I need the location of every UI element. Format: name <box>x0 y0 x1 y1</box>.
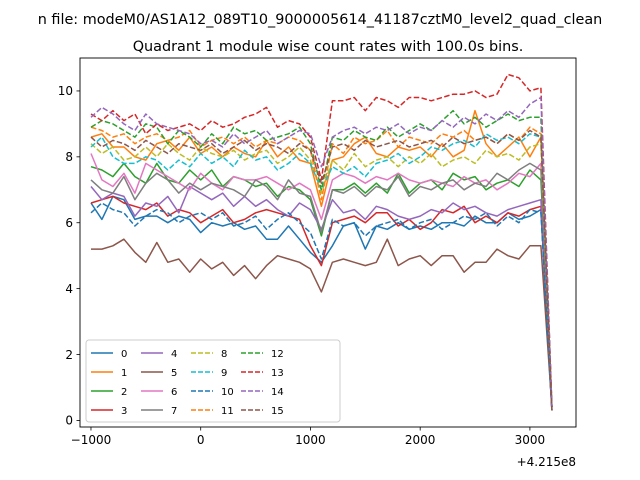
chart-title: Quadrant 1 module wise count rates with … <box>133 39 524 55</box>
series-line-3 <box>90 195 553 411</box>
legend-label-0: 0 <box>121 349 127 360</box>
legend-label-2: 2 <box>121 387 127 398</box>
x-tick-label: 3000 <box>515 433 546 447</box>
figure-suptitle: n file: modeM0/AS1A12_089T10_9000005614_… <box>38 12 603 28</box>
y-tick-label: 0 <box>65 414 73 428</box>
series-line-14 <box>90 96 553 408</box>
series-line-10 <box>90 202 553 411</box>
legend-label-7: 7 <box>171 406 177 417</box>
x-tick-label: 0 <box>197 433 205 447</box>
legend-label-14: 14 <box>271 387 284 398</box>
x-tick-label: 2000 <box>405 433 436 447</box>
x-tick-label: −1000 <box>71 433 112 447</box>
x-offset-label: +4.215e8 <box>517 455 576 469</box>
legend-label-15: 15 <box>271 406 284 417</box>
legend-label-13: 13 <box>271 368 284 379</box>
y-tick-label: 4 <box>65 282 73 296</box>
legend-label-5: 5 <box>171 368 177 379</box>
series-line-0 <box>90 195 553 411</box>
legend-label-11: 11 <box>221 406 234 417</box>
series-line-13 <box>90 73 553 408</box>
series-layer <box>90 73 553 411</box>
axes-frame <box>79 57 577 428</box>
series-line-11 <box>90 126 553 408</box>
y-tick-label: 8 <box>65 150 73 164</box>
series-line-5 <box>91 238 553 408</box>
legend-label-9: 9 <box>221 368 227 379</box>
series-line-12 <box>90 109 553 408</box>
x-tick-label: 1000 <box>295 433 326 447</box>
legend-label-12: 12 <box>271 349 284 360</box>
series-line-7 <box>90 162 553 411</box>
legend-box <box>85 339 341 423</box>
legend-label-1: 1 <box>121 368 127 379</box>
series-line-4 <box>90 185 553 408</box>
y-tick-label: 6 <box>65 216 73 230</box>
legend-label-8: 8 <box>221 349 227 360</box>
legend-label-3: 3 <box>121 406 127 417</box>
series-line-15 <box>90 129 553 411</box>
y-tick-label: 2 <box>65 348 73 362</box>
y-tick-label: 10 <box>58 84 73 98</box>
series-line-8 <box>90 142 553 408</box>
legend-label-10: 10 <box>221 387 234 398</box>
legend-label-6: 6 <box>171 387 177 398</box>
legend-label-4: 4 <box>171 349 177 360</box>
